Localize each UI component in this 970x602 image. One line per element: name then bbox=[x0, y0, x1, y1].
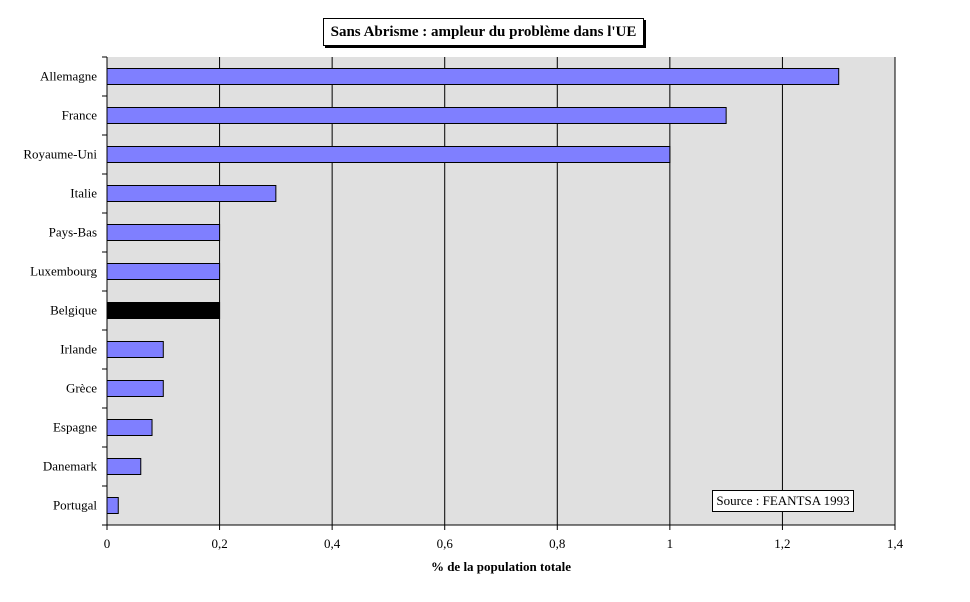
y-tick-label: Belgique bbox=[50, 303, 97, 318]
y-tick-label: Luxembourg bbox=[30, 264, 97, 279]
y-tick-label: Royaume-Uni bbox=[23, 147, 97, 162]
bar bbox=[107, 69, 839, 85]
bar bbox=[107, 108, 726, 124]
bar bbox=[107, 459, 141, 475]
x-tick-label: 0,6 bbox=[437, 536, 454, 551]
x-tick-label: 0 bbox=[104, 536, 111, 551]
y-tick-label: Portugal bbox=[53, 498, 97, 513]
x-tick-label: 0,4 bbox=[324, 536, 341, 551]
x-tick-label: 1 bbox=[667, 536, 674, 551]
x-tick-label: 0,2 bbox=[211, 536, 227, 551]
y-tick-label: Pays-Bas bbox=[49, 225, 97, 240]
bar bbox=[107, 303, 220, 319]
bar bbox=[107, 342, 163, 358]
bar bbox=[107, 225, 220, 241]
y-tick-label: Italie bbox=[70, 186, 97, 201]
bar bbox=[107, 186, 276, 202]
y-tick-label: Grèce bbox=[66, 381, 97, 396]
bar bbox=[107, 420, 152, 436]
x-axis-label: % de la population totale bbox=[107, 559, 895, 575]
y-tick-label: Irlande bbox=[60, 342, 97, 357]
bar bbox=[107, 264, 220, 280]
source-annotation: Source : FEANTSA 1993 bbox=[712, 490, 854, 512]
x-tick-label: 0,8 bbox=[549, 536, 565, 551]
x-tick-label: 1,2 bbox=[774, 536, 790, 551]
bar bbox=[107, 498, 118, 514]
bar bbox=[107, 147, 670, 163]
x-tick-label: 1,4 bbox=[887, 536, 904, 551]
plot-background bbox=[107, 57, 895, 525]
y-tick-label: Danemark bbox=[43, 459, 98, 474]
y-tick-label: Allemagne bbox=[40, 69, 97, 84]
y-tick-label: Espagne bbox=[53, 420, 97, 435]
y-tick-label: France bbox=[62, 108, 98, 123]
bar bbox=[107, 381, 163, 397]
